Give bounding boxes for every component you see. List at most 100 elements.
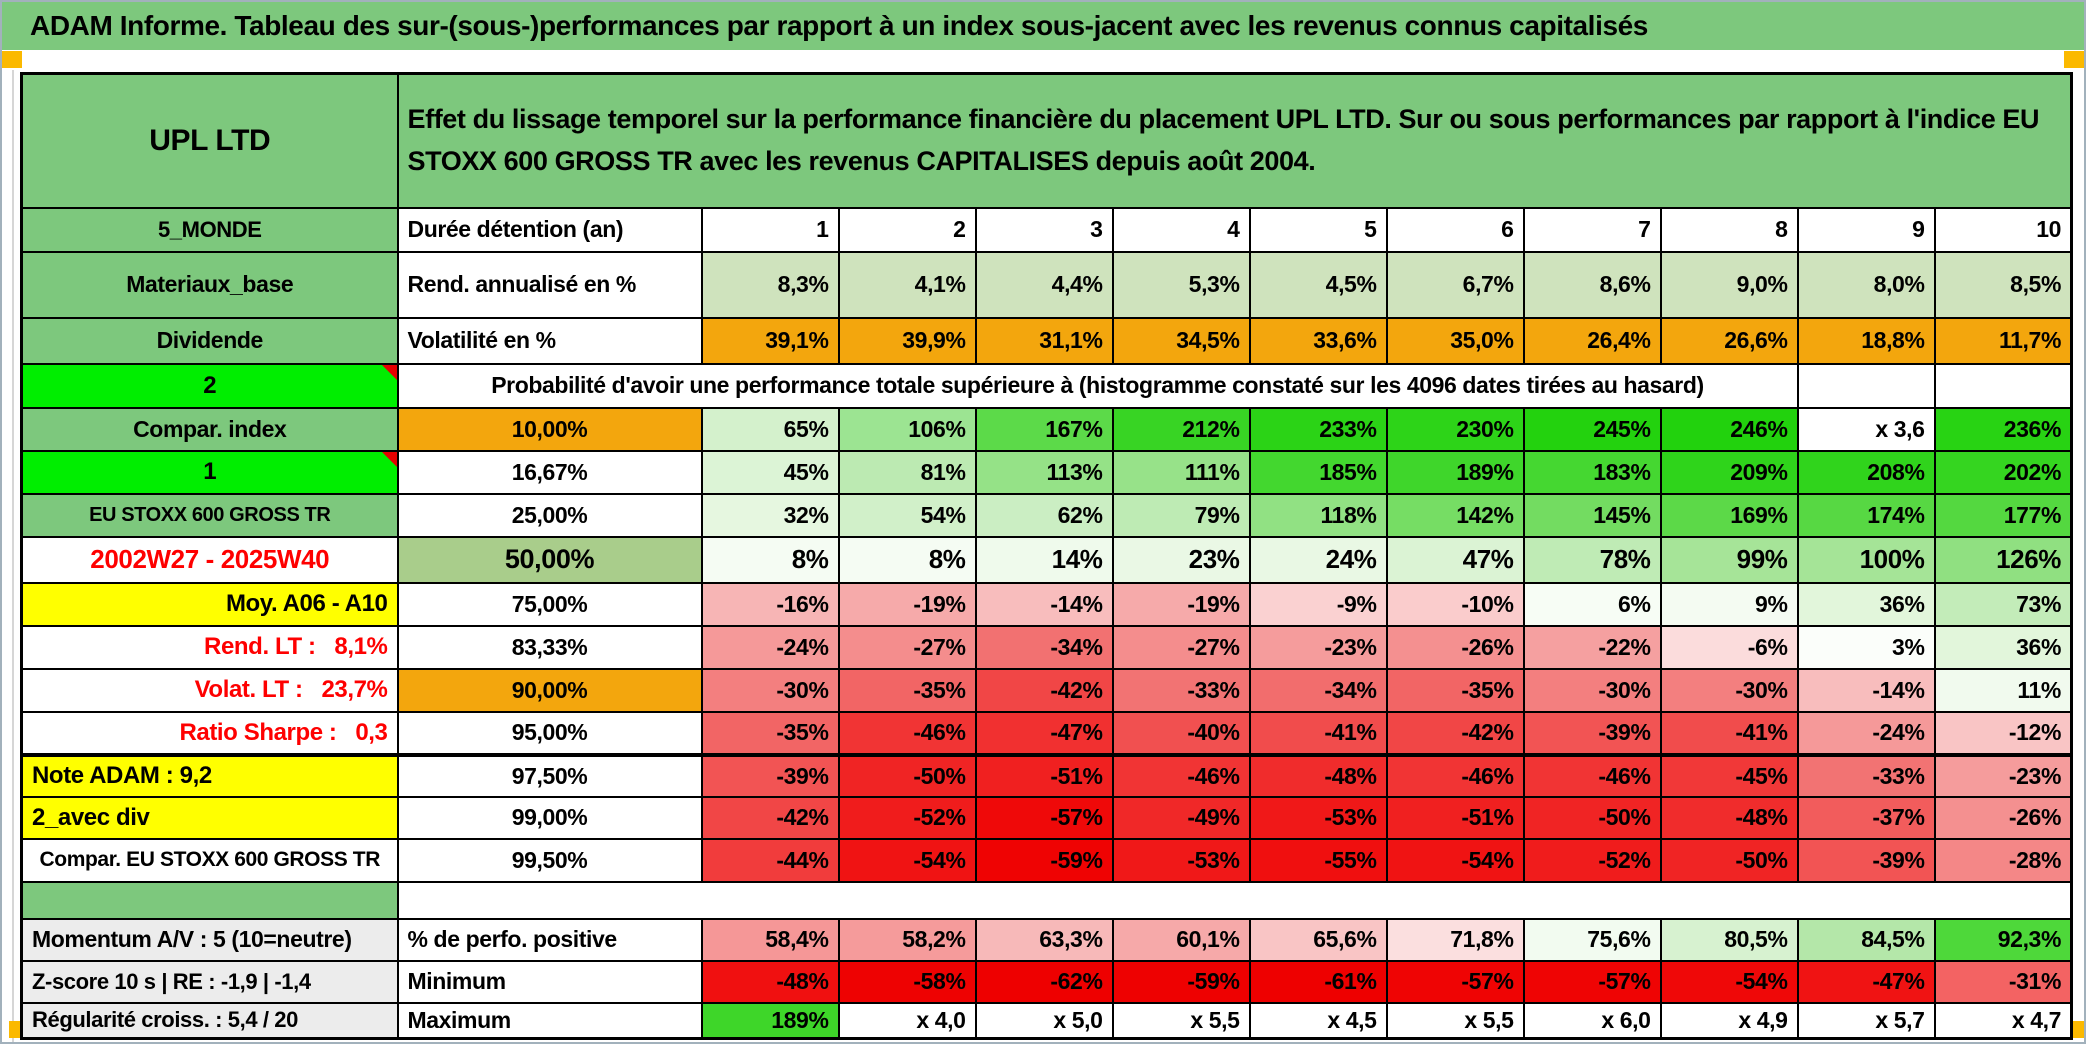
value-cell[interactable]: -54% [837,837,977,883]
value-cell[interactable]: 11% [1933,667,2073,713]
value-cell[interactable]: 36% [1933,624,2073,670]
value-cell[interactable]: -59% [974,837,1114,883]
value-cell[interactable]: -16% [700,581,840,627]
value-cell[interactable]: -35% [700,710,840,756]
threshold-75[interactable]: 75,00% [396,581,703,627]
value-cell[interactable]: x 5,0 [974,1001,1114,1040]
label-avec-div[interactable]: 2_avec div [20,795,399,840]
value-cell[interactable]: -26% [1385,624,1525,670]
maximum-header[interactable]: Maximum [396,1001,703,1040]
value-cell[interactable]: -53% [1111,837,1251,883]
threshold-99[interactable]: 99,00% [396,795,703,840]
value-cell[interactable]: -22% [1522,624,1662,670]
value-cell[interactable]: x 6,0 [1522,1001,1662,1040]
value-cell[interactable]: -24% [1796,710,1936,756]
value-cell[interactable]: -46% [1111,752,1251,798]
value-cell[interactable]: x 5,7 [1796,1001,1936,1040]
value-cell[interactable]: -51% [1385,795,1525,840]
label-note-adam[interactable]: Note ADAM : 9,2 [20,752,399,798]
value-cell[interactable]: -19% [1111,581,1251,627]
value-cell[interactable]: 6,7% [1385,250,1525,319]
value-cell[interactable]: -33% [1111,667,1251,713]
spacer-label[interactable] [20,880,399,920]
value-cell[interactable]: 75,6% [1522,917,1662,962]
value-cell[interactable]: -48% [1659,795,1799,840]
threshold-95[interactable]: 95,00% [396,710,703,756]
value-cell[interactable]: 4 [1111,206,1251,253]
value-cell[interactable]: -57% [1385,959,1525,1004]
value-cell[interactable]: -41% [1248,710,1388,756]
perf-positive-header[interactable]: % de perfo. positive [396,917,703,962]
value-cell[interactable]: 230% [1385,406,1525,452]
label-regularite[interactable]: Régularité croiss. : 5,4 / 20 [20,1001,399,1040]
value-cell[interactable]: 99% [1659,535,1799,584]
value-cell[interactable]: -27% [1111,624,1251,670]
value-cell[interactable]: -53% [1248,795,1388,840]
value-cell[interactable]: 3% [1796,624,1936,670]
value-cell[interactable]: 34,5% [1111,316,1251,365]
value-cell[interactable]: 45% [700,449,840,495]
duration-header[interactable]: Durée détention (an) [396,206,703,253]
value-cell[interactable]: 208% [1796,449,1936,495]
value-cell[interactable]: -37% [1796,795,1936,840]
return-header[interactable]: Rend. annualisé en % [396,250,703,319]
value-cell[interactable]: 126% [1933,535,2073,584]
threshold-995[interactable]: 99,50% [396,837,703,883]
threshold-90[interactable]: 90,00% [396,667,703,713]
threshold-10[interactable]: 10,00% [396,406,703,452]
value-cell[interactable]: 8,3% [700,250,840,319]
value-cell[interactable]: 33,6% [1248,316,1388,365]
value-cell[interactable]: -50% [1522,795,1662,840]
value-cell[interactable]: 145% [1522,492,1662,538]
value-cell[interactable]: x 4,7 [1933,1001,2073,1040]
label-period[interactable]: 2002W27 - 2025W40 [20,535,399,584]
value-cell[interactable]: 100% [1796,535,1936,584]
label-rend-lt[interactable]: Rend. LT : 8,1% [20,624,399,670]
label-flag-1[interactable]: 1 [20,449,399,495]
value-cell[interactable]: -30% [700,667,840,713]
label-compar-index[interactable]: Compar. index [20,406,399,452]
value-cell[interactable]: 233% [1248,406,1388,452]
value-cell[interactable]: 79% [1111,492,1251,538]
value-cell[interactable]: 1 [700,206,840,253]
value-cell[interactable]: -30% [1659,667,1799,713]
label-universe[interactable]: 5_MONDE [20,206,399,253]
value-cell[interactable]: 60,1% [1111,917,1251,962]
threshold-97[interactable]: 97,50% [396,752,703,798]
label-flag-2[interactable]: 2 [20,362,399,409]
value-cell[interactable]: -47% [974,710,1114,756]
value-cell[interactable]: -35% [1385,667,1525,713]
value-cell[interactable]: -42% [974,667,1114,713]
value-cell[interactable]: 92,3% [1933,917,2073,962]
value-cell[interactable]: -28% [1933,837,2073,883]
value-cell[interactable]: 8 [1659,206,1799,253]
value-cell[interactable]: 31,1% [974,316,1114,365]
value-cell[interactable]: -61% [1248,959,1388,1004]
value-cell[interactable]: -50% [837,752,977,798]
probability-caption[interactable]: Probabilité d'avoir une performance tota… [396,362,1799,409]
label-ratio-sharpe[interactable]: Ratio Sharpe : 0,3 [20,710,399,756]
value-cell[interactable]: -41% [1659,710,1799,756]
value-cell[interactable]: 111% [1111,449,1251,495]
label-dividende[interactable]: Dividende [20,316,399,365]
value-cell[interactable]: -35% [837,667,977,713]
value-cell[interactable]: 10 [1933,206,2073,253]
value-cell[interactable]: 183% [1522,449,1662,495]
value-cell[interactable]: 58,2% [837,917,977,962]
value-cell[interactable]: 167% [974,406,1114,452]
value-cell[interactable]: x 3,6 [1796,406,1936,452]
value-cell[interactable]: 118% [1248,492,1388,538]
value-cell[interactable]: -52% [837,795,977,840]
value-cell[interactable]: -34% [974,624,1114,670]
value-cell[interactable]: 236% [1933,406,2073,452]
value-cell[interactable]: 18,8% [1796,316,1936,365]
value-cell[interactable]: 36% [1796,581,1936,627]
value-cell[interactable]: -9% [1248,581,1388,627]
value-cell[interactable]: 189% [700,1001,840,1040]
value-cell[interactable]: 5,3% [1111,250,1251,319]
header-description[interactable]: Effet du lissage temporel sur la perform… [396,72,2073,209]
value-cell[interactable]: 177% [1933,492,2073,538]
value-cell[interactable]: 8,6% [1522,250,1662,319]
value-cell[interactable]: -30% [1522,667,1662,713]
value-cell[interactable]: -39% [1796,837,1936,883]
